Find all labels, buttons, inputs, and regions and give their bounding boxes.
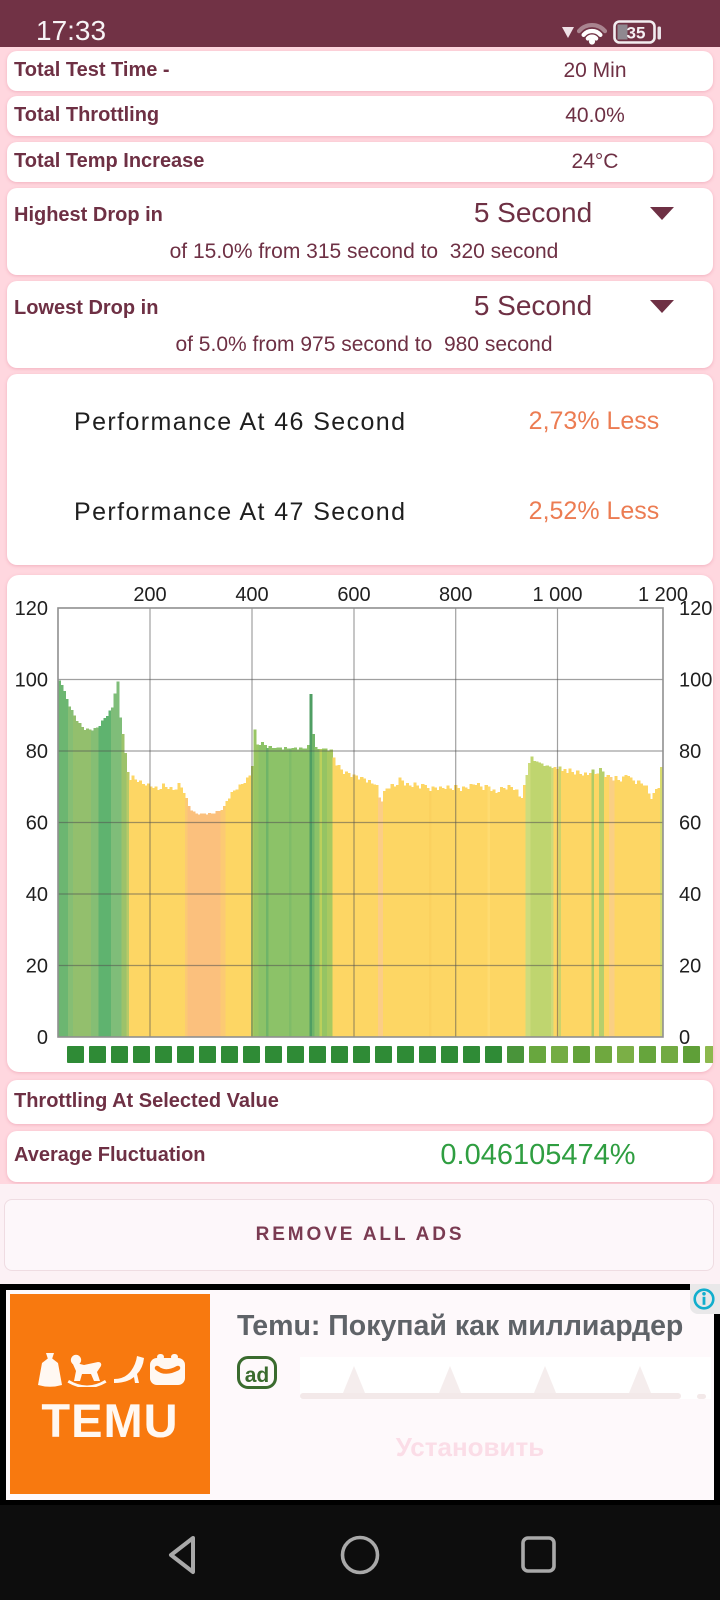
svg-text:0: 0 [679,1027,690,1049]
svg-text:120: 120 [15,598,48,620]
svg-text:100: 100 [15,670,48,692]
svg-text:1 000: 1 000 [532,584,582,606]
svg-text:800: 800 [439,584,472,606]
svg-text:80: 80 [679,741,701,763]
svg-text:60: 60 [26,813,48,835]
svg-text:120: 120 [679,598,712,620]
svg-text:40: 40 [679,884,701,906]
svg-text:100: 100 [679,670,712,692]
svg-text:400: 400 [235,584,268,606]
svg-text:200: 200 [133,584,166,606]
svg-text:20: 20 [26,956,48,978]
svg-text:40: 40 [26,884,48,906]
svg-text:600: 600 [337,584,370,606]
svg-text:60: 60 [679,813,701,835]
svg-text:20: 20 [679,956,701,978]
svg-text:0: 0 [37,1027,48,1049]
svg-text:1 200: 1 200 [638,584,688,606]
svg-text:80: 80 [26,741,48,763]
svg-text:35: 35 [627,24,646,43]
